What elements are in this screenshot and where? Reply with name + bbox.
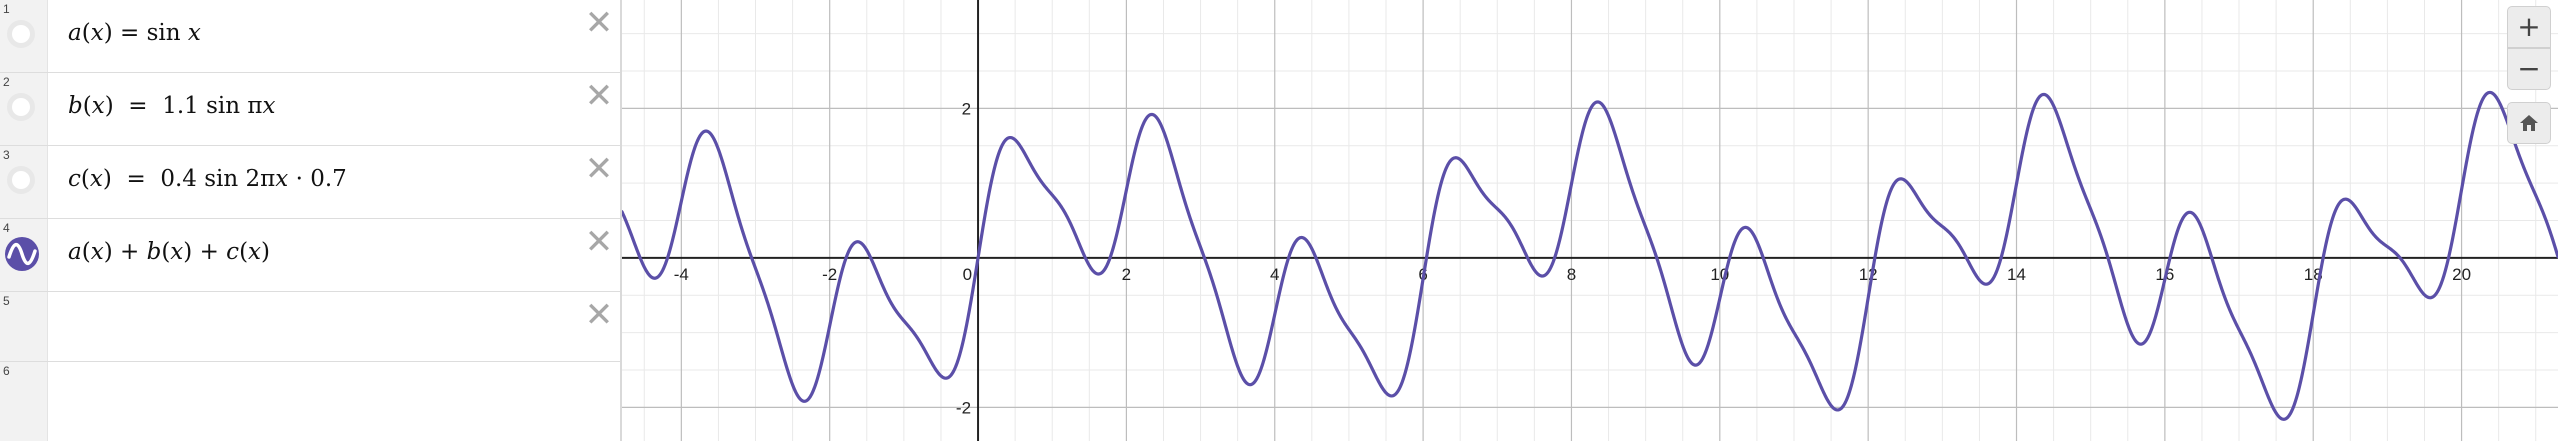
expression-gutter: 6 xyxy=(0,362,48,441)
y-tick-label: -2 xyxy=(956,398,971,417)
toggle-visibility-icon[interactable] xyxy=(7,20,35,48)
home-button[interactable] xyxy=(2507,102,2551,144)
expression-formula[interactable]: c(x) = 0.4 sin 2πx · 0.7 xyxy=(68,166,347,192)
zoom-out-button[interactable]: − xyxy=(2507,48,2551,90)
expression-formula[interactable]: a(x) + b(x) + c(x) xyxy=(68,239,271,265)
expression-index: 6 xyxy=(3,364,10,378)
expression-index: 5 xyxy=(3,294,10,308)
expression-gutter: 5 xyxy=(0,292,48,361)
expression-formula[interactable]: b(x) = 1.1 sin πx xyxy=(68,93,276,119)
minor-grid xyxy=(622,0,2558,441)
expression-gutter: 1 xyxy=(0,0,48,72)
x-tick-label: 14 xyxy=(2007,265,2026,284)
x-tick-label: -2 xyxy=(822,265,837,284)
expression-gutter: 3 xyxy=(0,146,48,218)
expression-index: 1 xyxy=(3,2,10,16)
expression-row-6[interactable]: 6 xyxy=(0,362,620,441)
delete-expression-icon[interactable]: ✕ xyxy=(584,149,614,189)
home-icon xyxy=(2520,115,2538,131)
expression-row-2[interactable]: 2 b(x) = 1.1 sin πx ✕ xyxy=(0,73,620,146)
tick-labels: -4 -2 0 2 4 6 8 10 12 14 16 18 202-2 xyxy=(674,99,2471,417)
zoom-in-button[interactable]: + xyxy=(2507,6,2551,48)
zoom-controls: + − xyxy=(2507,6,2551,144)
plot-curve[interactable] xyxy=(622,90,2558,421)
x-tick-label: 0 xyxy=(963,265,972,284)
expression-index: 2 xyxy=(3,75,10,89)
expression-gutter: 2 xyxy=(0,73,48,145)
expression-gutter: 4 xyxy=(0,219,48,291)
expression-index: 3 xyxy=(3,148,10,162)
x-tick-label: -4 xyxy=(674,265,689,284)
expression-row-3[interactable]: 3 c(x) = 0.4 sin 2πx · 0.7 ✕ xyxy=(0,146,620,219)
expression-row-1[interactable]: 1 a(x) = sin x ✕ xyxy=(0,0,620,73)
graph-paper[interactable]: -4 -2 0 2 4 6 8 10 12 14 16 18 20 2 -2 xyxy=(622,0,2558,441)
x-tick-label: 2 xyxy=(1122,265,1131,284)
delete-expression-icon[interactable]: ✕ xyxy=(584,76,614,116)
axes xyxy=(622,0,2558,441)
expression-row-5[interactable]: 5 ✕ xyxy=(0,292,620,362)
toggle-visibility-icon[interactable] xyxy=(7,166,35,194)
graph-canvas[interactable]: -4 -2 0 2 4 6 8 10 12 14 16 18 202-2 xyxy=(622,0,2558,441)
delete-expression-icon[interactable]: ✕ xyxy=(584,295,614,335)
y-tick-label: 2 xyxy=(962,99,971,118)
graph-visible-icon[interactable] xyxy=(5,237,39,271)
x-tick-label: 8 xyxy=(1567,265,1576,284)
toggle-visibility-icon[interactable] xyxy=(7,93,35,121)
x-tick-label: 20 xyxy=(2452,265,2471,284)
expression-index: 4 xyxy=(3,221,10,235)
delete-expression-icon[interactable]: ✕ xyxy=(584,3,614,43)
expression-row-4[interactable]: 4 a(x) + b(x) + c(x) ✕ xyxy=(0,219,620,292)
expression-list: 1 a(x) = sin x ✕ 2 b(x) = 1.1 sin πx ✕ 3… xyxy=(0,0,622,441)
x-tick-label: 4 xyxy=(1270,265,1279,284)
expression-formula[interactable]: a(x) = sin x xyxy=(68,20,201,46)
delete-expression-icon[interactable]: ✕ xyxy=(584,222,614,262)
